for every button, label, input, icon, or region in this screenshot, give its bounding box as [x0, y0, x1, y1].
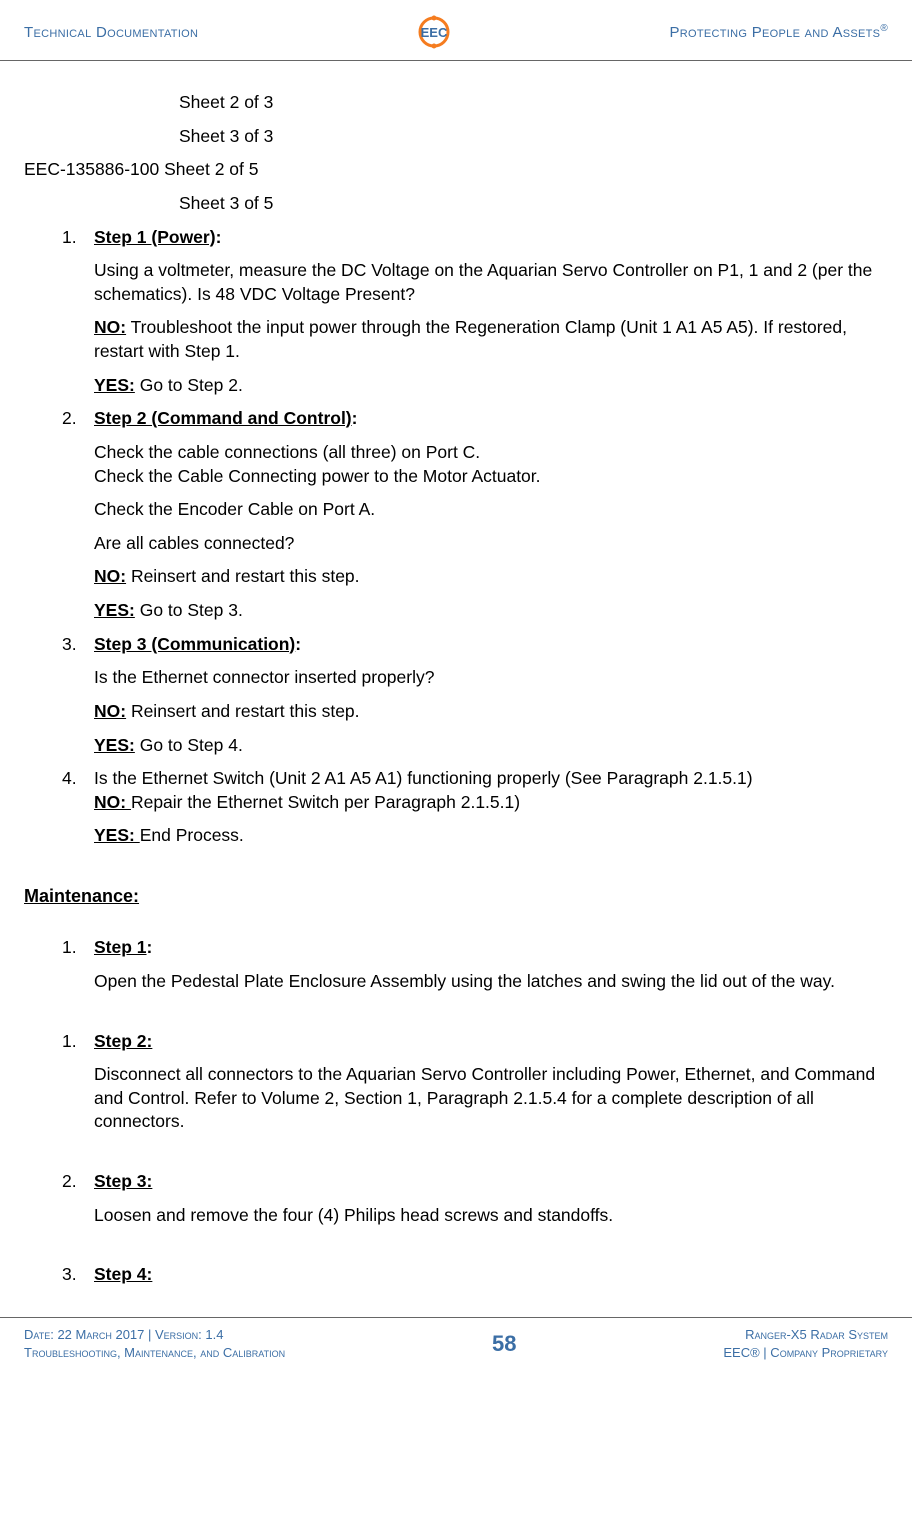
step-paragraph: Are all cables connected?	[94, 532, 888, 556]
step-paragraph: Open the Pedestal Plate Enclosure Assemb…	[94, 970, 888, 994]
step-paragraph: Loosen and remove the four (4) Philips h…	[94, 1204, 888, 1228]
footer-doc-title: Troubleshooting, Maintenance, and Calibr…	[24, 1345, 285, 1360]
maintenance-step: 1. Step 2: Disconnect all connectors to …	[62, 1030, 888, 1135]
sheet-reference: Sheet 2 of 3	[179, 91, 888, 115]
step-response-yes: YES: End Process.	[94, 824, 888, 848]
step-title-underline: Step 2 (Command and Control)	[94, 408, 352, 428]
step-title: Step 1:	[94, 937, 152, 957]
step-title: Step 2:	[94, 1031, 152, 1051]
step-paragraph: Check the cable connections (all three) …	[94, 441, 888, 488]
yes-label: YES:	[94, 735, 135, 755]
page-footer: Date: 22 March 2017 | Version: 1.4 Troub…	[0, 1317, 912, 1380]
yes-text: Go to Step 2.	[135, 375, 243, 395]
step-title-underline: Step 1 (Power)	[94, 227, 216, 247]
sheet-reference: Sheet 3 of 3	[179, 125, 888, 149]
step-title-underline: Step 1	[94, 937, 147, 957]
step-title-underline: Step 4:	[94, 1264, 152, 1284]
footer-left: Date: 22 March 2017 | Version: 1.4 Troub…	[24, 1326, 285, 1362]
step-paragraph: Disconnect all connectors to the Aquaria…	[94, 1063, 888, 1134]
maintenance-step: 1. Step 1: Open the Pedestal Plate Enclo…	[62, 936, 888, 993]
step-response-yes: YES: Go to Step 4.	[94, 734, 888, 758]
step-number: 2.	[62, 407, 77, 431]
logo-text: EEC	[421, 25, 448, 40]
step-title-underline: Step 2:	[94, 1031, 152, 1051]
step-title: Step 3:	[94, 1171, 152, 1191]
step-paragraph: Using a voltmeter, measure the DC Voltag…	[94, 259, 888, 306]
step-item: 2. Step 2 (Command and Control): Check t…	[62, 407, 888, 622]
step-title-underline: Step 3:	[94, 1171, 152, 1191]
no-text: Reinsert and restart this step.	[126, 566, 359, 586]
step-number: 3.	[62, 633, 77, 657]
sheet-reference: Sheet 3 of 5	[179, 192, 888, 216]
header-right-label: Protecting People and Assets	[669, 24, 880, 41]
step-title: Step 1 (Power):	[94, 227, 221, 247]
step-number: 1.	[62, 1030, 77, 1054]
step-number: 1.	[62, 226, 77, 250]
yes-text: Go to Step 4.	[135, 735, 243, 755]
page-content: Sheet 2 of 3 Sheet 3 of 3 EEC-135886-100…	[0, 61, 912, 1307]
no-text: Reinsert and restart this step.	[126, 701, 359, 721]
step-number: 2.	[62, 1170, 77, 1194]
yes-text: Go to Step 3.	[135, 600, 243, 620]
step-title: Step 2 (Command and Control):	[94, 408, 357, 428]
no-text: Troubleshoot the input power through the…	[94, 317, 847, 361]
sheet-reference: EEC-135886-100 Sheet 2 of 5	[24, 158, 888, 182]
step-response-no: NO: Reinsert and restart this step.	[94, 565, 888, 589]
header-left-text: Technical Documentation	[24, 24, 198, 41]
maintenance-step: 2. Step 3: Loosen and remove the four (4…	[62, 1170, 888, 1227]
step-paragraph: Is the Ethernet Switch (Unit 2 A1 A5 A1)…	[94, 768, 753, 788]
step-number: 4.	[62, 767, 77, 791]
step-number: 3.	[62, 1263, 77, 1287]
step-paragraph: Is the Ethernet connector inserted prope…	[94, 666, 888, 690]
footer-date-version: Date: 22 March 2017 | Version: 1.4	[24, 1327, 223, 1342]
yes-text: End Process.	[140, 825, 244, 845]
yes-label: YES:	[94, 600, 135, 620]
no-label: NO:	[94, 566, 126, 586]
step-line: Check the cable connections (all three) …	[94, 442, 480, 462]
header-right-text: Protecting People and Assets®	[669, 23, 888, 41]
yes-label: YES:	[94, 375, 135, 395]
step-title: Step 3 (Communication):	[94, 634, 301, 654]
step-title: Step 4:	[94, 1264, 152, 1284]
step-title-colon: :	[147, 937, 153, 957]
no-label: NO:	[94, 701, 126, 721]
step-item: 3. Step 3 (Communication): Is the Ethern…	[62, 633, 888, 758]
step-title-colon: :	[295, 634, 301, 654]
step-response-no: NO: Troubleshoot the input power through…	[94, 316, 888, 363]
step-item: 1. Step 1 (Power): Using a voltmeter, me…	[62, 226, 888, 398]
troubleshoot-steps-list: 1. Step 1 (Power): Using a voltmeter, me…	[24, 226, 888, 849]
step-line: Check the Cable Connecting power to the …	[94, 466, 541, 486]
step-number: 1.	[62, 936, 77, 960]
footer-product-name: Ranger-X5 Radar System	[745, 1327, 888, 1342]
step-title-underline: Step 3 (Communication)	[94, 634, 295, 654]
no-label: NO:	[94, 792, 131, 812]
yes-label: YES:	[94, 825, 140, 845]
step-response-yes: YES: Go to Step 2.	[94, 374, 888, 398]
step-paragraph: Check the Encoder Cable on Port A.	[94, 498, 888, 522]
step-title-colon: :	[216, 227, 222, 247]
page-header: Technical Documentation EEC Protecting P…	[0, 0, 912, 61]
footer-right: Ranger-X5 Radar System EEC® | Company Pr…	[723, 1326, 888, 1362]
registered-mark: ®	[880, 23, 888, 34]
maintenance-step: 3. Step 4:	[62, 1263, 888, 1287]
no-label: NO:	[94, 317, 126, 337]
page-number: 58	[492, 1331, 516, 1357]
step-response-yes: YES: Go to Step 3.	[94, 599, 888, 623]
no-text: Repair the Ethernet Switch per Paragraph…	[131, 792, 520, 812]
step-response-no: NO: Repair the Ethernet Switch per Parag…	[94, 792, 520, 812]
maintenance-steps-list: 1. Step 1: Open the Pedestal Plate Enclo…	[24, 936, 888, 1287]
step-item: 4. Is the Ethernet Switch (Unit 2 A1 A5 …	[62, 767, 888, 848]
step-response-no: NO: Reinsert and restart this step.	[94, 700, 888, 724]
step-title-colon: :	[352, 408, 358, 428]
footer-proprietary: EEC® | Company Proprietary	[723, 1345, 888, 1360]
company-logo: EEC	[410, 14, 458, 50]
maintenance-heading: Maintenance:	[24, 884, 888, 908]
